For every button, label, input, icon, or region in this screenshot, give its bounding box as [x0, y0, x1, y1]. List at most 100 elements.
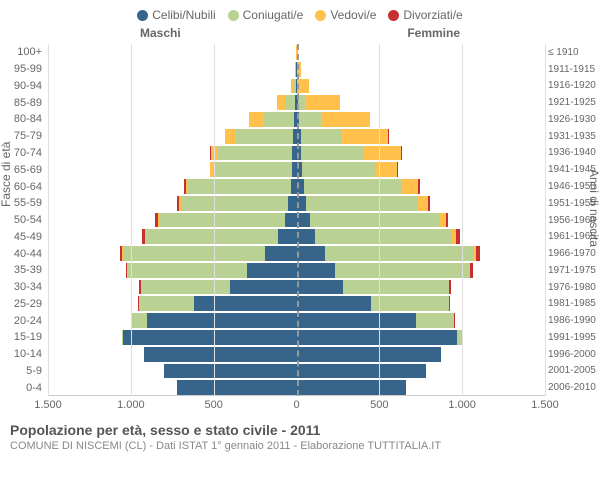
bar-segment — [278, 229, 296, 244]
year-label: 1961-1965 — [548, 231, 600, 242]
bar-segment — [188, 179, 291, 194]
age-label: 40-44 — [0, 248, 42, 260]
legend-label: Celibi/Nubili — [152, 8, 215, 22]
bar-male — [48, 45, 297, 60]
year-label: 1956-1960 — [548, 215, 600, 226]
legend-item: Vedovi/e — [315, 8, 376, 22]
year-label: 1971-1975 — [548, 265, 600, 276]
chart-subtitle: COMUNE DI NISCEMI (CL) - Dati ISTAT 1° g… — [0, 438, 600, 452]
bar-segment — [401, 146, 402, 161]
legend: Celibi/Nubili Coniugati/e Vedovi/e Divorzia… — [0, 0, 600, 26]
bar-male — [48, 296, 297, 311]
bar-male — [48, 95, 297, 110]
bar-female — [297, 313, 546, 328]
bar-segment — [301, 129, 342, 144]
year-label: 2006-2010 — [548, 382, 600, 393]
age-label: 45-49 — [0, 231, 42, 243]
x-tick-label: 1.000 — [448, 399, 476, 411]
bar-segment — [225, 129, 235, 144]
bar-female — [297, 296, 546, 311]
bar-segment — [297, 280, 343, 295]
bar-segment — [141, 280, 230, 295]
x-tick-label: 1.000 — [117, 399, 145, 411]
age-label: 10-14 — [0, 348, 42, 360]
grid-line — [545, 44, 546, 396]
bar-segment — [310, 213, 439, 228]
bar-segment — [159, 213, 285, 228]
year-label: 1986-1990 — [548, 315, 600, 326]
bar-male — [48, 196, 297, 211]
bar-segment — [218, 146, 293, 161]
age-label: 75-79 — [0, 130, 42, 142]
bar-female — [297, 112, 546, 127]
year-label: 1911-1915 — [548, 64, 600, 75]
bar-segment — [325, 246, 474, 261]
legend-swatch — [315, 10, 326, 21]
bar-female — [297, 330, 546, 345]
bar-segment — [131, 313, 148, 328]
bar-segment — [144, 347, 296, 362]
bar-segment — [247, 263, 297, 278]
bar-segment — [446, 213, 448, 228]
age-label: 95-99 — [0, 63, 42, 75]
bar-male — [48, 62, 297, 77]
bar-segment — [397, 162, 399, 177]
bar-male — [48, 263, 297, 278]
age-label: 55-59 — [0, 197, 42, 209]
legend-label: Vedovi/e — [330, 8, 376, 22]
bar-segment — [297, 364, 426, 379]
year-label: 2001-2005 — [548, 365, 600, 376]
bar-segment — [297, 263, 335, 278]
bar-segment — [194, 296, 297, 311]
bar-male — [48, 347, 297, 362]
grid-line — [131, 44, 132, 396]
bar-segment — [123, 330, 297, 345]
bar-segment — [146, 229, 279, 244]
year-label: 1941-1945 — [548, 164, 600, 175]
x-tick-label: 500 — [204, 399, 222, 411]
bar-segment — [235, 129, 293, 144]
bar-segment — [177, 380, 296, 395]
bar-segment — [139, 296, 194, 311]
bar-segment — [335, 263, 469, 278]
age-label: 20-24 — [0, 315, 42, 327]
bar-segment — [449, 280, 451, 295]
age-label: 85-89 — [0, 97, 42, 109]
bar-female — [297, 79, 546, 94]
year-label: 1931-1935 — [548, 131, 600, 142]
bar-segment — [230, 280, 296, 295]
legend-item: Celibi/Nubili — [137, 8, 215, 22]
legend-label: Coniugati/e — [243, 8, 304, 22]
x-axis: 1.5001.00050005001.0001.500 — [48, 395, 545, 414]
age-label: 5-9 — [0, 365, 42, 377]
bar-segment — [298, 79, 310, 94]
year-label: 1981-1985 — [548, 298, 600, 309]
bar-segment — [342, 129, 388, 144]
age-label: 70-74 — [0, 147, 42, 159]
bar-segment — [315, 229, 453, 244]
year-label: ≤ 1910 — [548, 47, 600, 58]
year-label: 1976-1980 — [548, 282, 600, 293]
bar-segment — [277, 95, 285, 110]
bar-segment — [164, 364, 297, 379]
age-label: 15-19 — [0, 331, 42, 343]
bar-segment — [388, 129, 389, 144]
age-label: 35-39 — [0, 264, 42, 276]
bar-female — [297, 263, 546, 278]
bar-segment — [249, 112, 262, 127]
bar-segment — [297, 313, 416, 328]
chart-title: Popolazione per età, sesso e stato civil… — [0, 414, 600, 438]
bar-segment — [305, 95, 340, 110]
center-line — [297, 44, 299, 396]
year-label: 1996-2000 — [548, 349, 600, 360]
bar-segment — [215, 162, 293, 177]
bar-female — [297, 179, 546, 194]
bar-segment — [428, 196, 430, 211]
bar-segment — [418, 179, 420, 194]
bar-female — [297, 45, 546, 60]
legend-item: Divorziati/e — [388, 8, 462, 22]
year-label: 1926-1930 — [548, 114, 600, 125]
bar-segment — [297, 296, 372, 311]
age-label: 50-54 — [0, 214, 42, 226]
bar-male — [48, 213, 297, 228]
